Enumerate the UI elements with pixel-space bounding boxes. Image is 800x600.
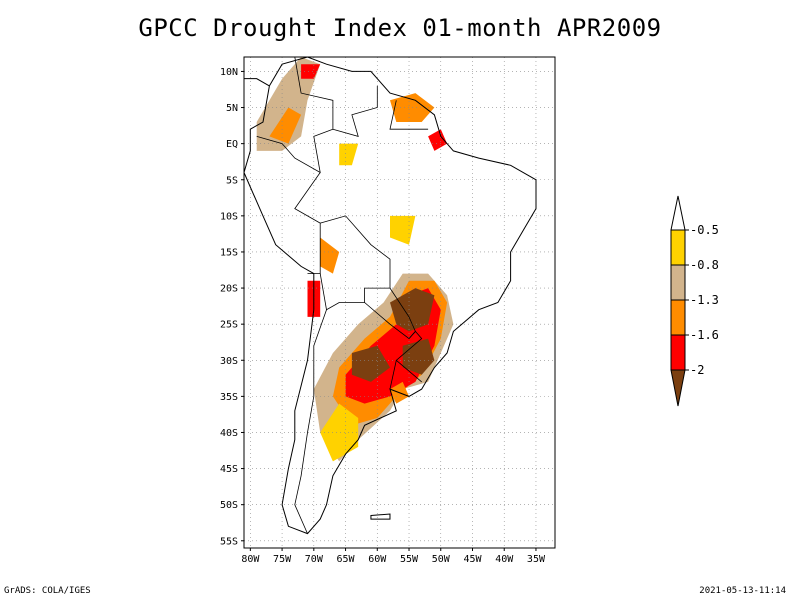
drought-area-central-brazil xyxy=(390,215,416,245)
lon-tick-label: 35W xyxy=(527,554,546,565)
lon-tick-label: 70W xyxy=(305,554,324,565)
lat-tick-label: 10N xyxy=(220,67,238,78)
lat-tick-label: 20S xyxy=(220,284,238,295)
country-border xyxy=(294,172,321,274)
axis-ticks: 10N 5N EQ 5S 10S 15S 20S 25S 30S 35S 40S 45S 50S 55S8… xyxy=(220,67,546,565)
drought-area-extreme-pampas xyxy=(351,345,390,382)
legend-label: -2 xyxy=(690,363,704,377)
country-border xyxy=(396,359,422,383)
isthmus-coastline xyxy=(244,78,270,87)
lon-tick-label: 65W xyxy=(337,554,356,565)
falklands-coastline xyxy=(370,513,391,520)
country-border xyxy=(256,57,334,174)
lat-tick-label: 35S xyxy=(220,392,238,403)
legend-top-triangle xyxy=(670,195,686,231)
lat-tick-label: 15S xyxy=(220,247,238,258)
plot-frame xyxy=(243,56,556,549)
lon-tick-label: 45W xyxy=(463,554,482,565)
lat-tick-label: 45S xyxy=(220,464,238,475)
legend-box xyxy=(670,229,686,266)
footer-timestamp: 2021-05-13-11:14 xyxy=(699,586,786,596)
lat-tick-label: EQ xyxy=(226,139,238,150)
legend-box xyxy=(670,264,686,301)
drought-area-extreme-paraguay xyxy=(390,288,435,332)
drought-area-colombia xyxy=(256,57,321,151)
drought-area-bolivia xyxy=(320,237,340,274)
drought-area-amapa xyxy=(428,129,448,151)
country-border xyxy=(294,309,327,534)
drought-fill-layer xyxy=(256,57,454,462)
drought-area-colombia-core xyxy=(269,107,302,144)
lat-tick-label: 10S xyxy=(220,211,238,222)
country-border xyxy=(389,330,423,390)
lat-tick-label: 25S xyxy=(220,320,238,331)
drought-area-patagonia xyxy=(320,403,359,462)
lon-tick-label: 75W xyxy=(273,554,292,565)
legend-label: -0.8 xyxy=(690,258,719,272)
legend-label: -1.3 xyxy=(690,293,719,307)
footer-credit: GrADS: COLA/IGES xyxy=(4,586,91,596)
legend-box xyxy=(670,334,686,371)
country-border xyxy=(319,215,391,311)
drought-area-venezuela xyxy=(301,64,321,79)
legend-box xyxy=(670,299,686,336)
country-border xyxy=(389,100,429,130)
lon-tick-label: 40W xyxy=(495,554,514,565)
lat-tick-label: 50S xyxy=(220,500,238,511)
lat-tick-label: 5N xyxy=(226,103,238,114)
map-title: GPCC Drought Index 01-month APR2009 xyxy=(138,14,662,42)
lat-tick-label: 5S xyxy=(226,175,238,186)
legend-bottom-triangle xyxy=(670,369,686,407)
coastline-layer xyxy=(244,57,537,535)
legend-label: -0.5 xyxy=(690,223,719,237)
legend-label: -1.6 xyxy=(690,328,719,342)
lon-tick-label: 80W xyxy=(241,554,260,565)
drought-area-amazon-yellow xyxy=(339,143,359,166)
color-legend: -0.5 -0.8 -1.3 -1.6 -2 xyxy=(670,195,719,407)
country-border xyxy=(332,85,378,137)
lat-tick-label: 40S xyxy=(220,428,238,439)
lon-tick-label: 50W xyxy=(432,554,451,565)
lat-tick-label: 55S xyxy=(220,536,238,547)
lat-tick-label: 30S xyxy=(220,356,238,367)
lon-tick-label: 60W xyxy=(368,554,387,565)
lon-tick-label: 55W xyxy=(400,554,419,565)
